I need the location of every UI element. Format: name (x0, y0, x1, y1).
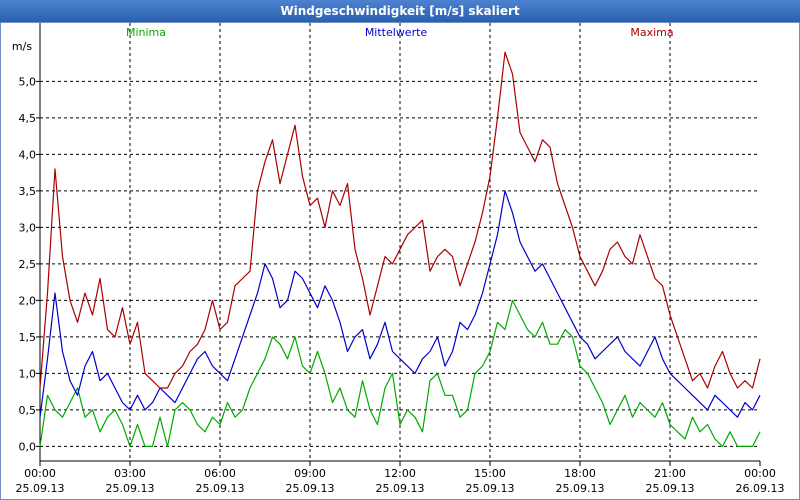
window-title: Windgeschwindigkeit [m/s] skaliert (0, 0, 800, 23)
y-tick-label: 3,0 (19, 221, 37, 234)
y-tick-label: 2,0 (19, 294, 37, 307)
y-tick-label: 5,0 (19, 75, 37, 88)
series-line-minima (39, 299, 761, 447)
x-tick-time-label: 00:00 (744, 467, 776, 480)
y-tick-label: 0,5 (19, 404, 37, 417)
legend-entry-minima: Minima (126, 26, 166, 39)
x-tick-time-label: 03:00 (114, 467, 146, 480)
y-tick-label: 2,5 (19, 258, 37, 271)
chart-area: 0,0 0,5 1,0 1,5 2,0 2,5 3,0 3,5 4,0 4,5 5,0 00:00 2… (12, 23, 785, 495)
x-tick-time-label: 15:00 (474, 467, 506, 480)
x-tick-date-label: 25.09.13 (196, 482, 245, 495)
legend: Minima Mittelwerte Maxima (126, 26, 674, 39)
y-tick-label: 1,0 (19, 367, 37, 380)
x-tick-time-label: 21:00 (654, 467, 686, 480)
x-tick-time-label: 09:00 (294, 467, 326, 480)
x-tick-date-label: 26.09.13 (736, 482, 785, 495)
x-axis-ticks: 00:00 25.09.13 03:00 25.09.13 06:00 25.09.13 0… (16, 461, 785, 495)
y-axis-label: m/s (12, 40, 32, 53)
x-tick-date-label: 25.09.13 (466, 482, 515, 495)
x-tick-date-label: 25.09.13 (16, 482, 65, 495)
y-axis-ticks: 0,0 0,5 1,0 1,5 2,0 2,5 3,0 3,5 4,0 4,5 5,0 (19, 75, 40, 453)
x-tick-date-label: 25.09.13 (376, 482, 425, 495)
y-tick-label: 3,5 (19, 185, 37, 198)
x-tick-date-label: 25.09.13 (646, 482, 695, 495)
x-tick-date-label: 25.09.13 (556, 482, 605, 495)
series-lines (39, 51, 761, 447)
x-tick-date-label: 25.09.13 (286, 482, 335, 495)
x-tick-time-label: 18:00 (564, 467, 596, 480)
y-tick-label: 0,0 (19, 440, 37, 453)
y-tick-label: 4,0 (19, 148, 37, 161)
y-tick-label: 4,5 (19, 112, 37, 125)
series-line-maxima (39, 51, 761, 389)
x-tick-time-label: 00:00 (24, 467, 56, 480)
x-tick-time-label: 06:00 (204, 467, 236, 480)
y-tick-label: 1,5 (19, 331, 37, 344)
x-tick-date-label: 25.09.13 (106, 482, 155, 495)
grid (40, 23, 760, 461)
x-tick-time-label: 12:00 (384, 467, 416, 480)
legend-entry-mittelwerte: Mittelwerte (365, 26, 428, 39)
legend-entry-maxima: Maxima (630, 26, 673, 39)
